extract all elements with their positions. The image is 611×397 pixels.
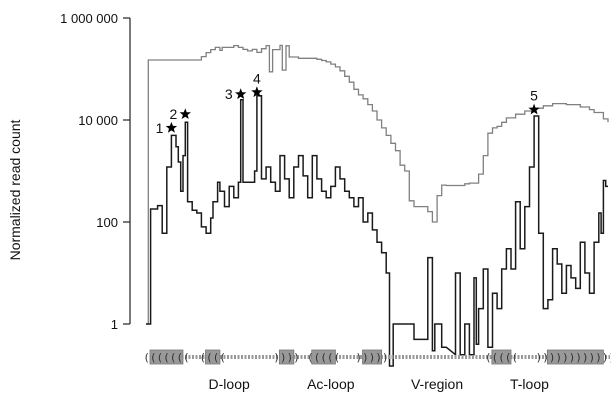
peak-star-3: [235, 88, 247, 100]
y-axis-title: Normalized read count: [7, 119, 23, 260]
region-label-2: V-region: [411, 376, 463, 392]
region-label-1: Ac-loop: [307, 376, 355, 392]
track-helix-5: [491, 349, 512, 365]
track-helix-3: [311, 349, 336, 365]
peak-star-5: [528, 103, 540, 115]
region-label-3: T-loop: [510, 376, 549, 392]
track-helix-text-6: )))))))))))): [536, 351, 611, 364]
y-tick-label-1: 100: [96, 215, 118, 230]
peak-label-1: 1: [156, 120, 164, 136]
track-helix-text-2: )))): [273, 351, 300, 364]
region-label-0: D-loop: [209, 376, 250, 392]
region-labels: D-loop Ac-loop V-region T-loop: [209, 376, 550, 392]
track-helix-text-5: (((((: [485, 351, 518, 364]
peak-label-2: 2: [169, 106, 177, 122]
track-helix-1: [205, 349, 221, 365]
peak-markers: 12 3 4 5: [156, 70, 540, 136]
y-axis: 1 100 10 000 1 000 000: [60, 11, 131, 332]
series-line-0: [146, 44, 609, 325]
track-helix-text-0: (((((((: [143, 351, 189, 364]
peak-star-1: [165, 121, 178, 133]
peak-label-4: 4: [253, 70, 261, 86]
secondary-structure-track: ((((((((((())))((((()))))((((())))))))))…: [143, 349, 611, 365]
y-tick-label-3: 1 000 000: [60, 11, 118, 26]
track-helix-0: [149, 349, 184, 365]
track-helix-4: [362, 349, 383, 365]
track-helix-text-4: ))))): [356, 351, 389, 364]
peak-star-4: [251, 86, 263, 98]
series-line-1: [146, 94, 608, 367]
track-helix-2: [278, 349, 295, 365]
track-helix-text-1: ((((: [199, 351, 226, 364]
peak-label-3: 3: [225, 86, 233, 102]
track-helix-6: [546, 349, 604, 365]
peak-label-5: 5: [530, 88, 538, 104]
track-helix-text-3: (((((: [307, 351, 340, 364]
series-layer: [146, 44, 609, 367]
y-tick-label-2: 10 000: [78, 113, 118, 128]
peak-star-2: [179, 108, 191, 119]
y-tick-label-0: 1: [111, 317, 118, 332]
